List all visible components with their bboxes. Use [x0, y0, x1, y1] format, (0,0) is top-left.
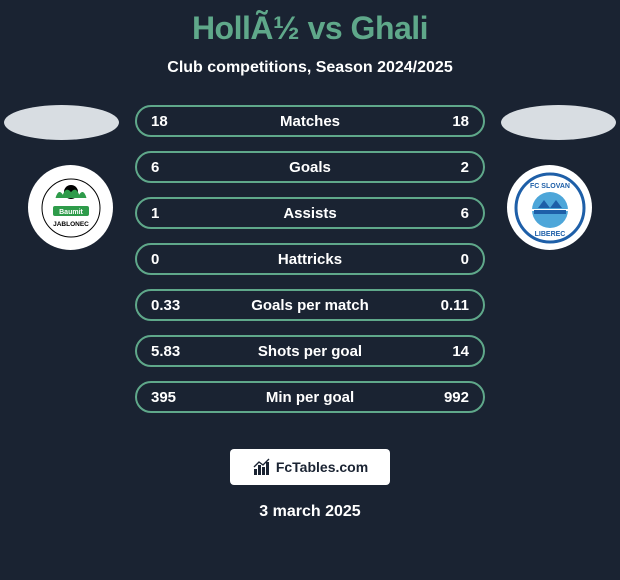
- stat-row: 6 Goals 2: [135, 151, 485, 183]
- stat-row: 395 Min per goal 992: [135, 381, 485, 413]
- stat-label: Hattricks: [201, 251, 419, 268]
- stat-right-value: 18: [419, 113, 469, 130]
- date-label: 3 march 2025: [0, 503, 620, 521]
- subtitle: Club competitions, Season 2024/2025: [0, 59, 620, 77]
- club-right-bottom-label: LIBEREC: [534, 231, 565, 238]
- stat-right-value: 0.11: [419, 297, 469, 314]
- brand-badge[interactable]: FcTables.com: [230, 449, 390, 485]
- stat-row: 5.83 Shots per goal 14: [135, 335, 485, 367]
- jablonec-logo-icon: Baumit JABLONEC: [41, 178, 101, 238]
- stat-left-value: 395: [151, 389, 201, 406]
- stat-right-value: 6: [419, 205, 469, 222]
- stat-row: 0.33 Goals per match 0.11: [135, 289, 485, 321]
- stat-label: Goals per match: [201, 297, 419, 314]
- club-right-top-label: FC SLOVAN: [530, 183, 570, 190]
- stat-left-value: 0.33: [151, 297, 201, 314]
- comparison-content: Baumit JABLONEC FC SLOVAN LIBEREC 18 Mat…: [0, 105, 620, 425]
- stat-left-value: 6: [151, 159, 201, 176]
- stat-label: Assists: [201, 205, 419, 222]
- stat-right-value: 0: [419, 251, 469, 268]
- page-title: HollÃ½ vs Ghali: [0, 0, 620, 47]
- club-badge-left: Baumit JABLONEC: [28, 165, 113, 250]
- stat-label: Shots per goal: [201, 343, 419, 360]
- stat-label: Matches: [201, 113, 419, 130]
- player-silhouette-right: [501, 105, 616, 140]
- club-badge-right: FC SLOVAN LIBEREC: [507, 165, 592, 250]
- stat-left-value: 1: [151, 205, 201, 222]
- chart-icon: [252, 457, 272, 477]
- stat-row: 0 Hattricks 0: [135, 243, 485, 275]
- club-left-bottom-label: JABLONEC: [53, 221, 89, 228]
- stats-table: 18 Matches 18 6 Goals 2 1 Assists 6 0 Ha…: [135, 105, 485, 413]
- stat-label: Min per goal: [201, 389, 419, 406]
- stat-right-value: 14: [419, 343, 469, 360]
- stat-row: 1 Assists 6: [135, 197, 485, 229]
- stat-left-value: 5.83: [151, 343, 201, 360]
- player-silhouette-left: [4, 105, 119, 140]
- stat-right-value: 2: [419, 159, 469, 176]
- stat-left-value: 0: [151, 251, 201, 268]
- stat-left-value: 18: [151, 113, 201, 130]
- club-left-mid-label: Baumit: [59, 209, 83, 216]
- stat-row: 18 Matches 18: [135, 105, 485, 137]
- liberec-logo-icon: FC SLOVAN LIBEREC: [514, 172, 586, 244]
- stat-label: Goals: [201, 159, 419, 176]
- stat-right-value: 992: [419, 389, 469, 406]
- brand-label: FcTables.com: [276, 459, 368, 475]
